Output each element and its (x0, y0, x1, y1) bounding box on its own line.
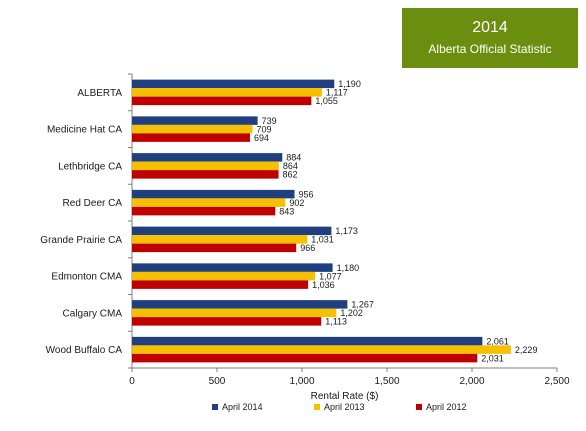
bar (132, 153, 283, 162)
bar (132, 317, 322, 326)
bar (132, 300, 348, 309)
category-label: Wood Buffalo CA (46, 345, 123, 356)
bar (132, 133, 250, 142)
data-label: 1,031 (311, 235, 334, 245)
data-label: 1,180 (337, 263, 360, 273)
category-label: ALBERTA (77, 88, 122, 99)
legend-swatch (212, 404, 218, 410)
bar (132, 280, 309, 289)
category-label: Calgary CMA (63, 308, 123, 319)
bar (132, 79, 335, 89)
bar (132, 336, 483, 346)
bar (132, 226, 332, 236)
bar (132, 198, 286, 207)
data-label: 709 (257, 124, 272, 134)
data-label: 966 (300, 243, 315, 253)
legend-swatch (314, 404, 320, 410)
data-label: 2,031 (481, 353, 504, 363)
x-tick-label: 2,500 (544, 376, 569, 387)
data-label: 1,190 (338, 79, 361, 89)
data-label: 2,061 (486, 336, 509, 346)
legend-label: April 2013 (324, 402, 365, 412)
x-tick-label: 2,000 (459, 376, 484, 387)
data-label: 956 (299, 189, 314, 199)
legend-swatch (416, 404, 422, 410)
bar (132, 263, 333, 272)
bar (132, 161, 279, 171)
data-label: 1,113 (325, 317, 347, 327)
x-axis-title: Rental Rate ($) (311, 391, 379, 402)
bar (132, 189, 295, 199)
legend-label: April 2014 (222, 402, 263, 412)
data-label: 864 (283, 161, 298, 171)
data-label: 1,077 (319, 271, 342, 281)
statistic-badge: 2014 Alberta Official Statistic (402, 8, 578, 68)
data-label: 2,229 (515, 345, 538, 355)
x-tick-label: 500 (209, 376, 226, 387)
bar (132, 235, 308, 244)
bar (132, 345, 511, 354)
badge-year: 2014 (472, 19, 508, 36)
data-label: 1,117 (326, 88, 348, 98)
legend-label: April 2012 (426, 402, 467, 412)
category-label: Grande Prairie CA (40, 235, 122, 246)
data-label: 1,267 (351, 300, 374, 310)
x-tick-label: 1,500 (374, 376, 399, 387)
data-label: 1,055 (315, 96, 338, 106)
category-label: Lethbridge CA (58, 161, 122, 172)
category-label: Edmonton CMA (51, 272, 122, 283)
bar (132, 353, 478, 363)
bar (132, 308, 337, 318)
data-label: 884 (286, 153, 301, 163)
x-tick-label: 0 (129, 376, 135, 387)
bar (132, 116, 258, 125)
data-label: 694 (254, 133, 269, 143)
data-label: 862 (283, 170, 298, 180)
bar (132, 124, 253, 134)
bar (132, 96, 312, 106)
x-tick-label: 1,000 (289, 376, 314, 387)
category-label: Red Deer CA (63, 198, 123, 209)
data-label: 1,202 (340, 308, 363, 318)
category-label: Medicine Hat CA (47, 125, 122, 136)
bar (132, 170, 279, 179)
data-label: 1,036 (312, 280, 335, 290)
data-label: 1,173 (335, 226, 358, 236)
bar (132, 88, 322, 97)
bar (132, 206, 276, 216)
data-label: 843 (279, 206, 294, 216)
bar (132, 271, 316, 281)
data-label: 739 (262, 116, 277, 126)
badge-subtitle: Alberta Official Statistic (428, 42, 552, 56)
bar (132, 243, 297, 253)
data-label: 902 (289, 198, 304, 208)
